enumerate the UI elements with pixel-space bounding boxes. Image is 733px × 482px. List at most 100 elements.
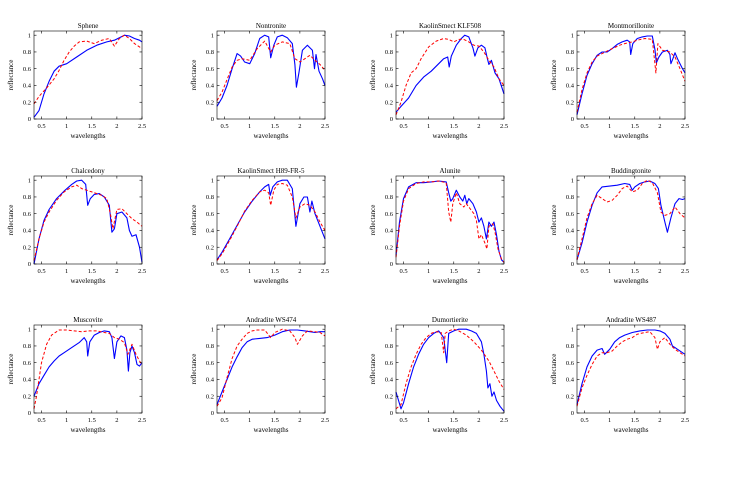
dashed-series-line <box>395 180 505 263</box>
y-tick-label: 0 <box>571 116 574 123</box>
y-axis-label: reflectance <box>550 60 558 91</box>
y-tick-label: 0.4 <box>206 377 215 384</box>
subplot-title: KaolinSmect KLF508 <box>419 22 482 30</box>
axes-box <box>33 175 143 265</box>
x-tick-label: 1.5 <box>271 268 279 275</box>
x-axis-label: wavelengths <box>71 132 106 140</box>
y-tick-label: 0.8 <box>385 194 393 201</box>
x-tick-label: 2.5 <box>681 123 689 130</box>
x-tick-label: 2 <box>298 417 301 424</box>
y-tick-label: 1 <box>211 32 214 39</box>
y-axis-label: reflectance <box>369 205 377 236</box>
y-tick-label: 1 <box>571 326 574 333</box>
x-tick-label: 2.5 <box>500 417 508 424</box>
x-tick-label: 1 <box>608 268 611 275</box>
x-tick-label: 1.5 <box>88 123 96 130</box>
solid-series-line <box>395 328 505 412</box>
x-tick-label: 1.5 <box>631 123 639 130</box>
y-tick-label: 0 <box>211 410 214 417</box>
subplot-12: 0.5 1 1.5 2 2.5 0 0.2 0.4 0.6 0.8 1 Andradite WS487… <box>550 316 689 434</box>
axes-box <box>216 324 326 414</box>
y-tick-label: 0 <box>571 261 574 268</box>
subplot-10: 0.5 1 1.5 2 2.5 0 0.2 0.4 0.6 0.8 1 Andradite WS474… <box>190 316 329 434</box>
y-tick-label: 0.8 <box>206 343 214 350</box>
y-tick-label: 0.2 <box>206 393 214 400</box>
dashed-series-line <box>576 331 686 407</box>
subplot-11: 0.5 1 1.5 2 2.5 0 0.2 0.4 0.6 0.8 1 Dumortierite wav… <box>369 316 508 434</box>
y-tick-label: 1 <box>211 326 214 333</box>
y-tick-label: 0.8 <box>566 343 574 350</box>
y-tick-label: 0.2 <box>23 393 31 400</box>
solid-series-line <box>33 34 143 118</box>
y-tick-label: 0.2 <box>385 393 393 400</box>
x-tick-label: 2.5 <box>681 417 689 424</box>
x-axis-label: wavelengths <box>614 132 649 140</box>
y-tick-label: 1 <box>390 32 393 39</box>
x-tick-label: 2 <box>298 123 301 130</box>
y-tick-label: 0.8 <box>23 343 31 350</box>
dashed-series-line <box>395 328 505 410</box>
y-tick-label: 0 <box>211 116 214 123</box>
y-tick-label: 0.6 <box>385 211 394 218</box>
y-tick-label: 0.4 <box>566 377 575 384</box>
x-tick-label: 2.5 <box>138 123 146 130</box>
y-tick-label: 0.4 <box>385 377 394 384</box>
subplot-5: 0.5 1 1.5 2 2.5 0 0.2 0.4 0.6 0.8 1 Chalcedony wavel… <box>7 167 146 285</box>
y-tick-label: 0.6 <box>23 211 32 218</box>
x-tick-label: 1.5 <box>271 123 279 130</box>
y-tick-label: 0.4 <box>23 377 32 384</box>
x-tick-label: 1 <box>65 268 68 275</box>
x-tick-label: 1 <box>608 417 611 424</box>
solid-series-line <box>33 330 143 397</box>
y-tick-label: 0.2 <box>566 99 574 106</box>
x-tick-label: 2 <box>658 417 661 424</box>
y-tick-label: 0.2 <box>23 99 31 106</box>
solid-series-line <box>576 329 686 405</box>
axes-box <box>576 30 686 120</box>
x-tick-label: 2.5 <box>321 417 329 424</box>
x-tick-label: 2.5 <box>321 123 329 130</box>
subplot-2: 0.5 1 1.5 2 2.5 0 0.2 0.4 0.6 0.8 1 Nontronite wavel… <box>190 22 329 140</box>
x-tick-label: 0.5 <box>220 268 228 275</box>
y-axis-label: reflectance <box>190 60 198 91</box>
x-tick-label: 1.5 <box>450 268 458 275</box>
y-axis-label: reflectance <box>190 354 198 385</box>
x-tick-label: 1.5 <box>271 417 279 424</box>
axes-box <box>33 30 143 120</box>
subplot-title: Alunite <box>440 167 461 175</box>
y-tick-label: 1 <box>28 326 31 333</box>
dashed-series-line <box>576 38 686 113</box>
x-tick-label: 0.5 <box>37 417 45 424</box>
x-tick-label: 1.5 <box>631 268 639 275</box>
y-tick-label: 0.4 <box>385 83 394 90</box>
subplot-title: Andradite WS474 <box>246 316 297 324</box>
y-tick-label: 1 <box>390 177 393 184</box>
y-axis-label: reflectance <box>550 205 558 236</box>
y-tick-label: 0 <box>571 410 574 417</box>
x-tick-label: 1.5 <box>450 123 458 130</box>
y-tick-label: 0.2 <box>206 244 214 251</box>
y-axis-label: reflectance <box>369 354 377 385</box>
x-axis-label: wavelengths <box>71 426 106 434</box>
x-tick-label: 2 <box>298 268 301 275</box>
y-tick-label: 0.8 <box>23 49 31 56</box>
y-axis-label: reflectance <box>7 205 15 236</box>
axes-box <box>576 324 686 414</box>
x-tick-label: 1 <box>65 123 68 130</box>
y-axis-label: reflectance <box>7 60 15 91</box>
x-tick-label: 2 <box>477 123 480 130</box>
y-tick-label: 0.2 <box>206 99 214 106</box>
subplot-8: 0.5 1 1.5 2 2.5 0 0.2 0.4 0.6 0.8 1 Buddingtonite wa… <box>550 167 689 285</box>
axes-box <box>216 175 326 265</box>
x-tick-label: 0.5 <box>220 417 228 424</box>
subplot-title: KaolinSmect H89-FR-5 <box>237 167 305 175</box>
y-tick-label: 0.2 <box>385 244 393 251</box>
y-tick-label: 0.6 <box>566 66 575 73</box>
subplot-9: 0.5 1 1.5 2 2.5 0 0.2 0.4 0.6 0.8 1 Muscovite wavele… <box>7 316 146 434</box>
y-tick-label: 0.6 <box>385 360 394 367</box>
x-tick-label: 2 <box>115 417 118 424</box>
y-tick-label: 0 <box>28 261 31 268</box>
solid-series-line <box>216 329 325 405</box>
y-tick-label: 0.8 <box>566 194 574 201</box>
y-tick-label: 0.8 <box>206 194 214 201</box>
